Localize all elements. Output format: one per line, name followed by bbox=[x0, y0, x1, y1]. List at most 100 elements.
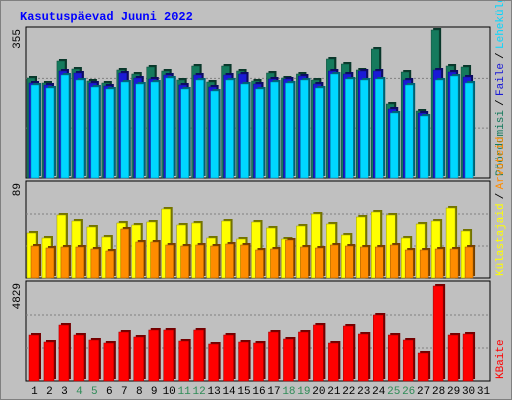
bar-Arvuteid-5 bbox=[90, 248, 100, 279]
bar-Arvuteid-21 bbox=[330, 244, 339, 279]
bar-Arvuteid-19 bbox=[300, 246, 309, 279]
legend-item: KBaite bbox=[495, 339, 507, 379]
bar-Arvuteid-30 bbox=[464, 246, 474, 279]
x-tick-label: 19 bbox=[297, 386, 310, 398]
bar-Lehekülgi-22 bbox=[345, 78, 354, 179]
x-tick-label: 29 bbox=[447, 386, 460, 398]
legend-separator: / bbox=[495, 52, 507, 59]
bar-Arvuteid-18 bbox=[285, 239, 294, 279]
bar-Lehekülgi-1 bbox=[30, 84, 40, 179]
panel-bottom: 4829 KBaite bbox=[12, 280, 507, 382]
bar-Lehekülgi-5 bbox=[90, 86, 100, 179]
bar-Arvuteid-24 bbox=[375, 246, 384, 279]
x-tick-label: 31 bbox=[477, 386, 491, 398]
bar-Arvuteid-27 bbox=[419, 249, 429, 279]
bar-Lehekülgi-24 bbox=[375, 78, 384, 179]
bar-Arvuteid-14 bbox=[225, 243, 234, 279]
bar-KBaite-3 bbox=[58, 324, 70, 382]
bar-KBaite-26 bbox=[402, 339, 414, 382]
bar-Arvuteid-23 bbox=[360, 246, 369, 279]
x-tick-label: 9 bbox=[151, 386, 158, 398]
bar-KBaite-15 bbox=[238, 341, 249, 382]
bar-Arvuteid-17 bbox=[270, 248, 279, 279]
bar-Arvuteid-20 bbox=[315, 247, 324, 279]
legend-item: Faile bbox=[495, 63, 507, 96]
bar-Arvuteid-15 bbox=[240, 244, 249, 279]
bar-KBaite-7 bbox=[118, 331, 130, 382]
bar-Lehekülgi-9 bbox=[150, 81, 159, 179]
legend-separator: / bbox=[495, 99, 507, 106]
x-tick-label: 11 bbox=[178, 386, 192, 398]
x-tick-label: 6 bbox=[106, 386, 113, 398]
bar-Arvuteid-22 bbox=[345, 245, 354, 279]
bar-Lehekülgi-14 bbox=[225, 79, 234, 179]
bar-Arvuteid-28 bbox=[434, 248, 444, 279]
bar-KBaite-20 bbox=[313, 324, 324, 382]
x-tick-label: 20 bbox=[312, 386, 325, 398]
x-tick-label: 3 bbox=[61, 386, 68, 398]
bar-Arvuteid-7 bbox=[120, 228, 130, 279]
x-tick-label: 27 bbox=[417, 386, 430, 398]
x-tick-label: 4 bbox=[76, 386, 83, 398]
bar-Arvuteid-9 bbox=[150, 241, 159, 279]
bar-Lehekülgi-11 bbox=[180, 88, 189, 179]
bar-Lehekülgi-19 bbox=[300, 79, 309, 179]
bar-Arvuteid-26 bbox=[404, 249, 414, 279]
bar-Lehekülgi-16 bbox=[255, 88, 264, 179]
x-tick-label: 13 bbox=[207, 386, 220, 398]
bar-Arvuteid-29 bbox=[449, 248, 459, 279]
x-tick-label: 26 bbox=[402, 386, 415, 398]
bar-KBaite-24 bbox=[373, 314, 384, 382]
bar-KBaite-8 bbox=[133, 336, 145, 382]
bar-KBaite-29 bbox=[447, 334, 459, 382]
bar-Lehekülgi-20 bbox=[315, 87, 324, 179]
x-tick-label: 2 bbox=[46, 386, 53, 398]
x-tick-label: 24 bbox=[372, 386, 386, 398]
bar-KBaite-22 bbox=[343, 325, 354, 382]
bar-KBaite-13 bbox=[208, 343, 219, 382]
bar-KBaite-2 bbox=[43, 341, 55, 382]
bar-KBaite-21 bbox=[328, 342, 339, 382]
bar-Arvuteid-10 bbox=[165, 244, 174, 279]
bar-Lehekülgi-23 bbox=[360, 79, 369, 179]
x-tick-label: 17 bbox=[267, 386, 280, 398]
bar-KBaite-12 bbox=[193, 329, 204, 382]
legend-bottom: KBaite bbox=[495, 339, 507, 379]
legend-item: Pöördumisi bbox=[495, 110, 507, 176]
bar-KBaite-9 bbox=[148, 329, 159, 382]
x-tick-label: 23 bbox=[357, 386, 370, 398]
legend-item: Külastajaid bbox=[495, 203, 507, 276]
legend-separator: / bbox=[495, 193, 507, 200]
x-tick-label: 16 bbox=[252, 386, 265, 398]
x-tick-label: 18 bbox=[282, 386, 295, 398]
bar-KBaite-16 bbox=[253, 342, 264, 382]
x-axis-labels: 1 2 3 4 5 6 7 8 9 10 11 12 13 14 15 16 17 18 19 20 21 22 23 24 2… bbox=[31, 386, 490, 398]
bar-KBaite-25 bbox=[387, 334, 399, 382]
bar-Arvuteid-25 bbox=[389, 244, 399, 279]
legend-middle: Külastajaid / Arvuteid bbox=[495, 137, 507, 276]
x-tick-label: 21 bbox=[327, 386, 341, 398]
bar-Lehekülgi-13 bbox=[210, 90, 219, 179]
bar-Lehekülgi-15 bbox=[240, 83, 249, 179]
bar-KBaite-17 bbox=[268, 331, 279, 382]
bar-KBaite-30 bbox=[462, 333, 474, 382]
legend-item: Lehekülgi bbox=[495, 1, 507, 49]
bar-Lehekülgi-2 bbox=[45, 87, 55, 179]
x-tick-label: 7 bbox=[121, 386, 128, 398]
x-tick-label: 30 bbox=[462, 386, 475, 398]
x-tick-label: 5 bbox=[91, 386, 98, 398]
legend-top: Pöördumisi / Faile / Lehekülgi bbox=[495, 1, 507, 176]
bar-Arvuteid-4 bbox=[75, 246, 85, 279]
x-tick-label: 22 bbox=[342, 386, 355, 398]
bar-Lehekülgi-10 bbox=[165, 77, 174, 179]
legend-item: Arvuteid bbox=[495, 137, 507, 190]
x-tick-label: 28 bbox=[432, 386, 445, 398]
x-tick-label: 8 bbox=[136, 386, 143, 398]
x-tick-label: 14 bbox=[222, 386, 236, 398]
bar-Lehekülgi-4 bbox=[75, 79, 85, 179]
bar-KBaite-11 bbox=[178, 340, 189, 382]
bar-Lehekülgi-12 bbox=[195, 79, 204, 179]
bar-Lehekülgi-6 bbox=[105, 88, 115, 179]
